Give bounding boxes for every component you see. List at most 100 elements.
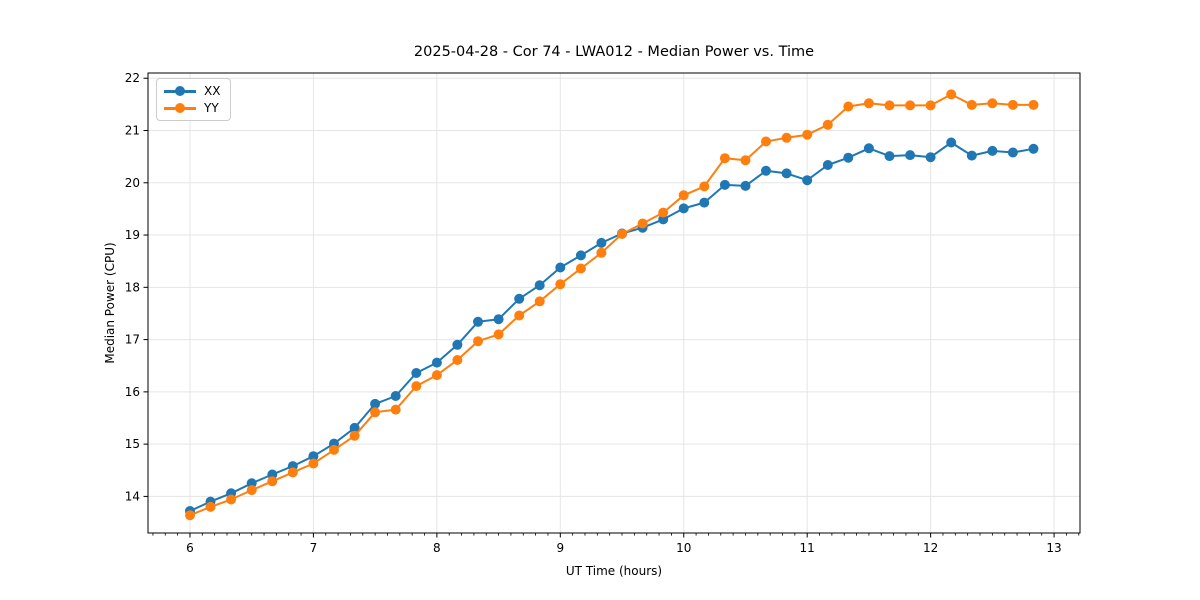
marker-yy [349,430,360,441]
marker-xx [534,280,545,291]
legend-label-xx: XX [204,84,221,98]
marker-xx [678,203,689,214]
marker-yy [411,381,422,392]
marker-xx [411,368,422,378]
y-tick-label: 22 [125,71,140,85]
marker-xx [925,152,936,163]
marker-xx [473,316,483,327]
y-tick-label: 14 [125,489,140,503]
x-tick-label: 7 [310,541,318,555]
marker-yy [390,404,401,415]
marker-yy [267,476,278,487]
legend-marker-xx-icon [164,86,196,96]
marker-yy [966,99,977,110]
marker-yy [1028,99,1039,110]
marker-xx [863,143,874,154]
marker-yy [740,155,751,166]
x-tick-label: 8 [433,541,441,555]
marker-xx [575,250,586,261]
marker-xx [596,237,607,248]
marker-xx [1007,147,1018,158]
marker-yy [493,329,504,340]
y-tick-label: 21 [125,124,140,138]
plot-border [147,72,1081,534]
marker-yy [863,98,874,109]
marker-xx [966,150,977,161]
marker-xx [699,197,710,208]
marker-yy [802,129,813,140]
y-tick-label: 16 [125,385,140,399]
marker-xx [781,168,792,179]
marker-yy [185,510,195,521]
marker-xx [987,145,998,156]
marker-xx [349,422,360,433]
marker-yy [884,100,895,111]
x-tick-label: 12 [923,541,938,555]
marker-yy [1007,99,1018,110]
legend-item-yy: YY [164,102,220,114]
marker-yy [596,247,607,258]
marker-yy [205,501,216,512]
marker-yy [946,89,957,100]
marker-yy [658,207,669,218]
marker-yy [699,181,710,192]
legend-label-yy: YY [204,101,219,115]
marker-yy [905,100,916,111]
marker-yy [617,229,627,239]
marker-yy [329,444,339,455]
marker-yy [925,100,936,111]
marker-yy [637,218,648,229]
marker-xx [843,152,854,163]
marker-xx [452,339,463,350]
marker-yy [246,485,257,496]
marker-xx [555,262,566,273]
marker-yy [287,467,298,478]
marker-yy [370,407,381,418]
marker-xx [719,179,730,190]
x-tick-label: 6 [186,541,194,555]
y-tick-label: 18 [125,280,140,294]
marker-yy [226,494,237,505]
marker-xx [822,160,833,170]
legend: XX YY [156,78,232,121]
marker-yy [473,336,483,347]
marker-xx [905,150,916,161]
y-tick-label: 17 [125,333,140,347]
x-tick-label: 9 [556,541,564,555]
legend-marker-yy-icon [164,103,196,113]
y-tick-label: 20 [125,176,140,190]
marker-yy [431,370,442,381]
y-tick-label: 19 [125,228,140,242]
legend-item-xx: XX [164,85,220,97]
marker-yy [534,296,545,307]
marker-yy [514,310,525,321]
marker-xx [431,357,442,368]
marker-yy [822,119,833,130]
x-tick-label: 13 [1046,541,1061,555]
y-tick-label: 15 [125,437,140,451]
marker-yy [308,458,319,469]
x-tick-label: 10 [676,541,691,555]
marker-xx [514,293,525,304]
x-axis-label: UT Time (hours) [565,564,663,578]
marker-xx [390,391,401,401]
marker-xx [493,314,504,325]
chart-title: 2025-04-28 - Cor 74 - LWA012 - Median Po… [413,44,815,60]
marker-yy [555,279,566,290]
marker-yy [452,355,463,365]
marker-yy [987,98,998,109]
marker-xx [740,180,751,191]
marker-yy [761,136,771,147]
marker-xx [802,175,813,186]
marker-yy [678,190,689,201]
marker-xx [884,151,895,162]
marker-xx [1028,143,1039,154]
marker-xx [946,137,957,148]
marker-xx [308,451,319,462]
marker-yy [575,263,586,274]
marker-xx [761,165,771,176]
marker-xx [370,398,381,409]
x-tick-label: 11 [800,541,815,555]
